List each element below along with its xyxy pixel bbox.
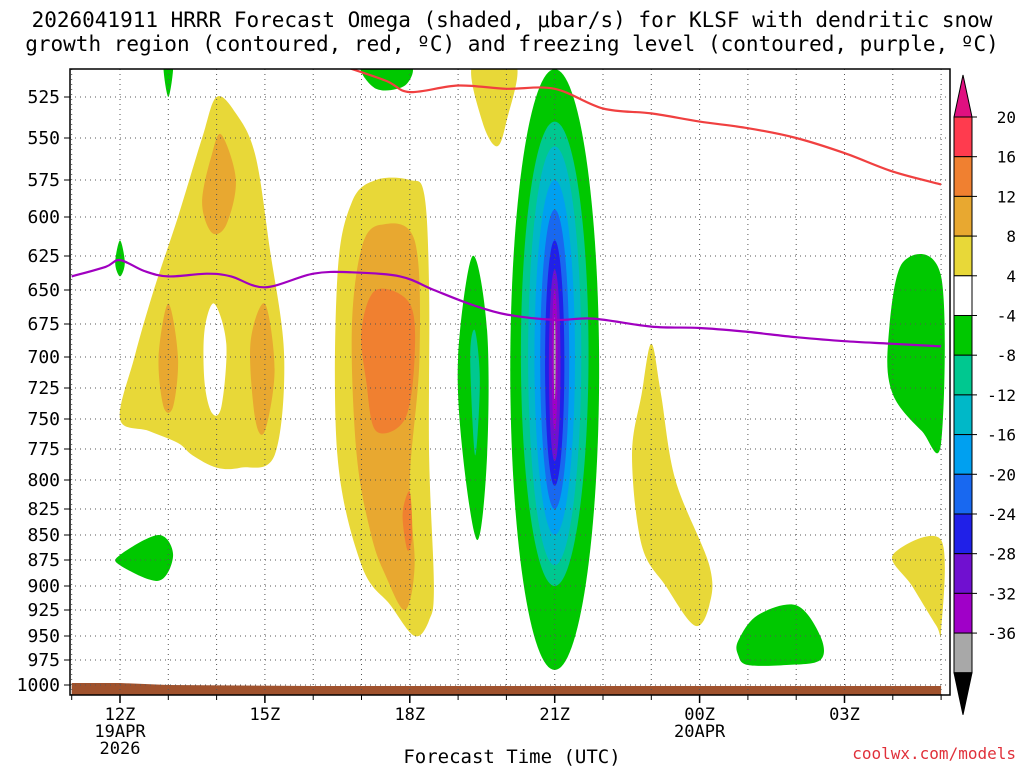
colorbar-label-0: 20 [997,108,1016,127]
y-tick-label-575: 575 [27,170,60,191]
colorbar-swatch-7 [953,394,973,436]
colorbar-swatch-10 [953,513,973,555]
colorbar-label-4: 4 [1006,267,1016,286]
x-date-label-12Z: 19APR [94,722,146,742]
y-tick-label-975: 975 [27,650,60,671]
omega-region-green-top-13z [163,69,174,97]
x-tick-label-03Z: 03Z [829,705,860,725]
contour-lines [71,69,942,348]
y-tick-label-925: 925 [27,600,60,621]
y-tick-label-775: 775 [27,439,60,460]
y-tick-label-600: 600 [27,207,60,228]
omega-region-yellow-00z [632,343,713,627]
omega-region-orange-15z [250,303,275,435]
colorbar-swatch-12 [953,592,973,634]
watermark-url: coolwx.com/models [852,744,1016,763]
x-tick-label-00Z: 00Z [684,705,715,725]
colorbar: 20 16 12 8 4 -4 -8 -12 -16 -20 -24 -28 -32 -36 [953,74,1016,715]
dendritic-growth-contour [348,69,942,186]
colorbar-swatch-8 [953,434,973,475]
colorbar-label-5: -4 [997,306,1016,325]
x-axis-title: Forecast Time (UTC) [403,746,621,768]
y-tick-label-750: 750 [27,409,60,430]
omega-region-green-12z-small [115,240,125,277]
colorbar-swatch-6 [953,354,973,396]
omega-region-green-02z [736,604,824,666]
x-year-label-12Z: 2026 [100,739,141,759]
omega-shaded-regions [115,69,945,666]
x-tick-label-21Z: 21Z [539,705,570,725]
colorbar-swatch-2 [953,195,973,237]
freezing-level-contour [71,258,942,348]
y-tick-label-525: 525 [27,87,60,108]
omega-region-orange-12z-14z [202,133,236,235]
colorbar-label-10: -24 [987,505,1016,524]
colorbar-bottom-arrow [953,672,973,715]
omega-region-green-right-upper [887,253,945,454]
colorbar-swatch-5 [953,314,973,356]
y-tick-label-650: 650 [27,280,60,301]
y-tick-label-875: 875 [27,550,60,571]
colorbar-swatch-13 [953,632,973,674]
plot-frame [69,68,951,696]
dotted-grid [70,69,950,695]
colorbar-label-3: 8 [1006,227,1016,246]
y-tick-label-900: 900 [27,576,60,597]
y-tick-label-850: 850 [27,525,60,546]
y-tick-label-675: 675 [27,314,60,335]
x-tick-label-12Z: 12Z [105,705,136,725]
colorbar-label-13: -36 [987,624,1016,643]
omega-region-teal-19z [470,329,480,456]
omega-region-yellow-right-lower [891,535,945,638]
x-tick-label-18Z: 18Z [394,705,425,725]
colorbar-label-12: -32 [987,584,1016,603]
colorbar-label-1: 16 [997,148,1016,167]
colorbar-swatch-4 [953,275,973,316]
y-tick-label-725: 725 [27,378,60,399]
colorbar-swatch-11 [953,553,973,594]
colorbar-swatch-3 [953,235,973,277]
omega-region-deep-orange-18z-low [402,491,413,551]
colorbar-swatch-0 [953,116,973,158]
colorbar-swatch-1 [953,156,973,197]
colorbar-swatch-9 [953,473,973,515]
colorbar-top-arrow [953,74,973,118]
colorbar-label-9: -20 [987,465,1016,484]
y-tick-label-950: 950 [27,626,60,647]
colorbar-label-11: -28 [987,545,1016,564]
y-tick-label-550: 550 [27,128,60,149]
colorbar-label-6: -8 [997,346,1016,365]
y-tick-label-800: 800 [27,470,60,491]
omega-region-deep-orange-17z-18z [361,288,416,434]
y-tick-label-1000: 1000 [17,675,60,696]
chart-title-line-1: 2026041911 HRRR Forecast Omega (shaded, … [31,8,993,32]
colorbar-label-2: 12 [997,187,1016,206]
omega-region-green-top-18z [360,69,413,91]
y-tick-label-700: 700 [27,347,60,368]
omega-region-orange-13z [158,303,179,413]
y-tick-label-625: 625 [27,246,60,267]
y-axis: 525 550 575 600 625 650 675 700 725 750 775 800 825 8… [17,87,70,696]
omega-region-green-13z-low [115,535,174,581]
x-date-label-00Z: 20APR [674,722,726,742]
colorbar-label-8: -16 [987,426,1016,445]
chart-title-line-2: growth region (contoured, red, ºC) and f… [25,32,999,56]
x-tick-label-15Z: 15Z [250,705,281,725]
colorbar-label-7: -12 [987,386,1016,405]
y-tick-label-825: 825 [27,499,60,520]
